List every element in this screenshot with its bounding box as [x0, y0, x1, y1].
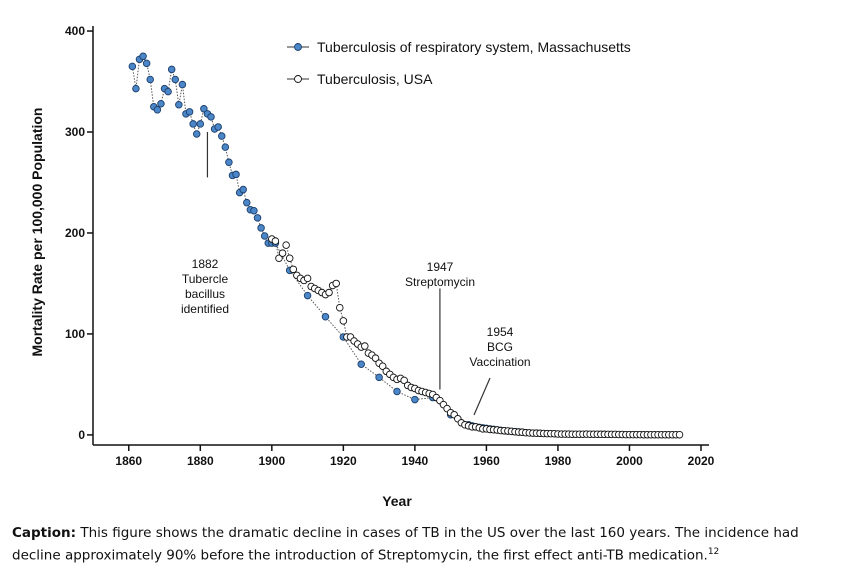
legend-marker [294, 43, 302, 51]
data-point [357, 360, 365, 368]
data-point [378, 362, 387, 370]
x-tick-label: 2020 [688, 454, 715, 468]
data-point [325, 288, 333, 297]
data-point [214, 123, 222, 131]
y-tick-label: 0 [78, 428, 85, 442]
data-point [196, 120, 205, 128]
annotation: 1954 [487, 325, 514, 339]
caption: Caption: This figure shows the dramatic … [12, 524, 840, 566]
caption-label: Caption: [12, 525, 77, 541]
annotation: identified [181, 302, 229, 316]
data-point [321, 313, 330, 321]
series-line [271, 238, 680, 436]
annotation: Streptomycin [405, 275, 475, 289]
x-tick-label: 1980 [545, 454, 572, 468]
data-point [218, 132, 226, 140]
data-point [132, 84, 140, 93]
x-tick-label: 1860 [115, 454, 142, 468]
data-point [275, 254, 283, 262]
data-point [164, 87, 172, 96]
caption-ref: 12 [707, 547, 720, 557]
data-point [278, 249, 287, 257]
annotation: Vaccination [469, 355, 530, 369]
data-point [200, 105, 208, 113]
chart: Year Mortality Rate per 100,000 Populati… [29, 24, 715, 509]
data-point [393, 387, 401, 396]
x-tick-label: 1960 [473, 454, 500, 468]
annotation: Tubercle [182, 272, 229, 286]
y-tick-label: 400 [65, 24, 85, 38]
data-point [411, 395, 419, 404]
y-tick-label: 100 [65, 327, 85, 341]
data-point [257, 224, 265, 232]
data-point [128, 62, 137, 71]
data-point [371, 354, 380, 362]
data-point [157, 99, 165, 108]
data-point [142, 59, 151, 68]
data-point [243, 198, 251, 207]
data-point [361, 342, 369, 350]
x-tick-label: 1940 [402, 454, 429, 468]
data-point [192, 130, 201, 138]
legend-label: Tuberculosis of respiratory system, Mass… [317, 39, 631, 55]
data-point [175, 101, 183, 109]
data-point [178, 80, 187, 89]
annotation-line [473, 377, 491, 416]
data-point [185, 108, 194, 116]
data-point [146, 75, 154, 84]
data-point [339, 317, 348, 325]
data-point [189, 120, 197, 128]
data-point [303, 291, 312, 300]
data-point [332, 279, 340, 288]
data-point [253, 214, 262, 222]
x-tick-label: 1880 [187, 454, 214, 468]
data-point [167, 65, 176, 74]
y-tick-label: 200 [65, 226, 85, 240]
annotation: BCG [487, 340, 513, 354]
data-point [336, 303, 344, 312]
data-point [250, 207, 258, 215]
annotation: 1882 [192, 257, 219, 271]
data-point [375, 373, 383, 382]
x-axis-title: Year [382, 493, 412, 509]
y-axis-title: Mortality Rate per 100,000 Population [29, 108, 45, 357]
data-point [260, 232, 269, 240]
data-point [289, 265, 298, 274]
data-point [239, 185, 247, 194]
legend-marker [294, 75, 302, 83]
data-point [225, 158, 233, 167]
data-point [282, 241, 290, 249]
data-point [232, 170, 240, 179]
data-point [400, 376, 408, 385]
data-point [153, 106, 162, 114]
data-point [207, 113, 215, 121]
data-point [675, 430, 684, 439]
data-point [271, 237, 280, 245]
legend-label: Tuberculosis, USA [317, 71, 433, 87]
annotation: bacillus [185, 287, 225, 301]
caption-text: This figure shows the dramatic decline i… [12, 525, 799, 564]
x-tick-label: 1920 [330, 454, 357, 468]
x-tick-label: 1900 [258, 454, 285, 468]
annotation: 1947 [427, 260, 454, 274]
x-tick-label: 2000 [616, 454, 643, 468]
data-point [221, 143, 230, 151]
data-point [285, 254, 294, 262]
data-point [171, 75, 180, 84]
data-point [303, 274, 312, 283]
data-point [139, 52, 147, 61]
y-tick-label: 300 [65, 125, 85, 139]
